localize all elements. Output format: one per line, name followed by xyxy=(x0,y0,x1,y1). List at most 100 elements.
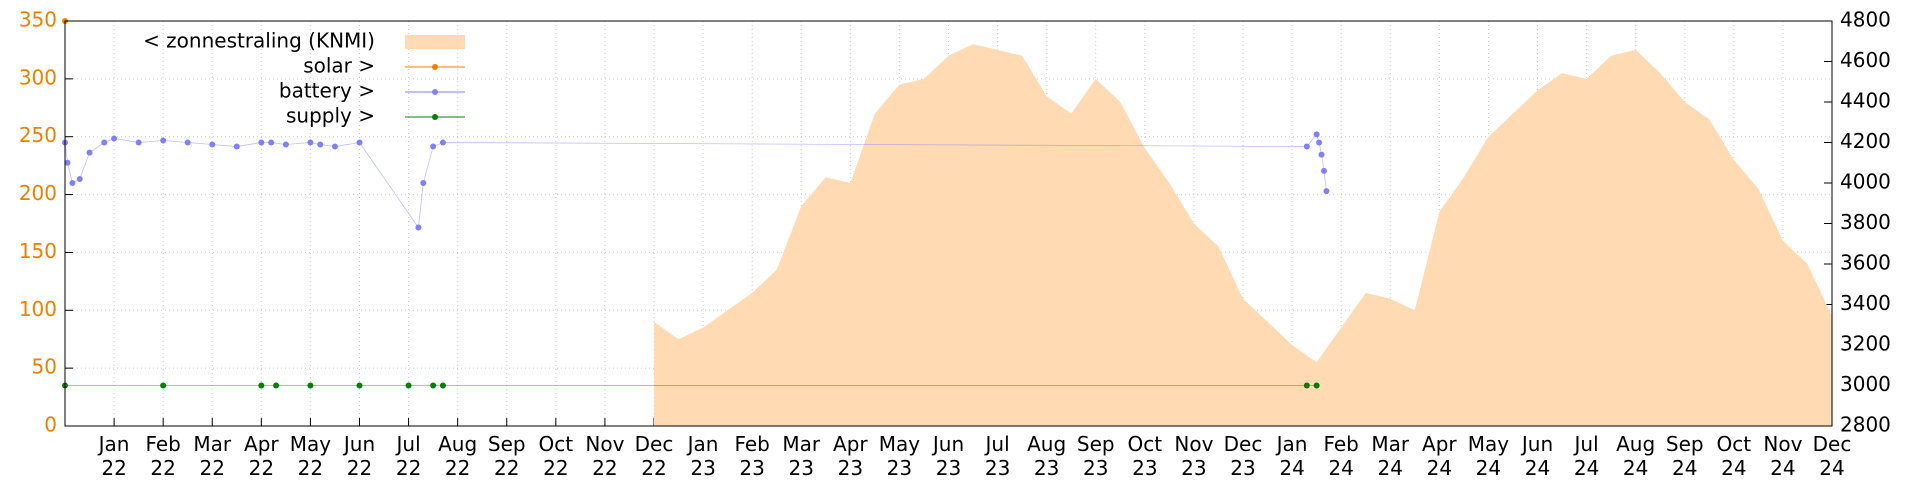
x-tick-label: Aug 24 xyxy=(1616,432,1656,480)
point xyxy=(317,141,324,148)
x-tick-label: Apr 23 xyxy=(833,432,868,480)
point xyxy=(1313,382,1320,389)
x-tick-label: May 22 xyxy=(289,432,332,480)
legend-label: solar > xyxy=(303,54,375,78)
y-tick-label: 100 xyxy=(19,297,57,321)
point xyxy=(356,139,363,146)
point xyxy=(76,175,83,182)
point xyxy=(135,139,142,146)
y2-tick-label: 3600 xyxy=(1840,251,1891,275)
y2-tick-label: 3200 xyxy=(1840,332,1891,356)
y-tick-label: 200 xyxy=(19,181,57,205)
legend-marker xyxy=(432,64,438,70)
x-tick-label: Feb 22 xyxy=(145,432,181,480)
y-tick-label: 250 xyxy=(19,123,57,147)
x-tick-label: Mar 24 xyxy=(1371,432,1410,480)
legend-label: supply > xyxy=(286,104,375,128)
x-tick-label: May 24 xyxy=(1467,432,1510,480)
x-tick-label: Jan 24 xyxy=(1276,432,1308,480)
y2-tick-label: 4000 xyxy=(1840,170,1891,194)
y2-tick-label: 2800 xyxy=(1840,413,1891,437)
point xyxy=(307,139,314,146)
y-tick-label: 50 xyxy=(32,355,57,379)
legend-marker xyxy=(432,114,438,120)
point xyxy=(439,382,446,389)
x-tick-label: Apr 22 xyxy=(244,432,279,480)
legend-label: battery > xyxy=(279,79,375,103)
point xyxy=(420,180,427,186)
point xyxy=(69,180,76,186)
point xyxy=(160,137,167,144)
point xyxy=(86,149,93,156)
x-tick-label: Sep 23 xyxy=(1076,432,1115,480)
x-tick-label: Dec 22 xyxy=(634,432,674,480)
point xyxy=(1320,167,1327,174)
x-tick-label: Aug 23 xyxy=(1027,432,1067,480)
point xyxy=(273,382,280,389)
x-tick-label: Jul 23 xyxy=(984,432,1011,480)
point xyxy=(111,135,118,142)
x-tick-label: Nov 23 xyxy=(1174,432,1214,480)
area xyxy=(654,44,1832,427)
y-tick-label: 0 xyxy=(44,413,57,437)
x-tick-label: Jan 22 xyxy=(98,432,130,480)
y-tick-label: 350 xyxy=(19,8,57,32)
x-tick-label: Feb 24 xyxy=(1323,432,1359,480)
point xyxy=(101,139,108,146)
x-tick-label: Jun 22 xyxy=(343,432,376,480)
point xyxy=(430,382,437,389)
point xyxy=(1303,143,1310,150)
point xyxy=(331,143,338,150)
y2-tick-label: 3400 xyxy=(1840,291,1891,315)
y2-tick-label: 4200 xyxy=(1840,129,1891,153)
y2-tick-label: 4400 xyxy=(1840,89,1891,113)
x-tick-label: Dec 23 xyxy=(1223,432,1263,480)
legend-swatch xyxy=(405,35,465,49)
x-tick-label: Jan 23 xyxy=(687,432,719,480)
point xyxy=(282,141,289,148)
point xyxy=(1318,151,1325,158)
x-tick-label: May 23 xyxy=(878,432,921,480)
point xyxy=(1313,131,1320,138)
x-tick-label: Mar 22 xyxy=(193,432,232,480)
y2-tick-label: 3000 xyxy=(1840,372,1891,396)
y2-tick-label: 4600 xyxy=(1840,48,1891,72)
x-tick-label: Mar 23 xyxy=(782,432,821,480)
point xyxy=(1316,139,1323,146)
point xyxy=(258,382,265,389)
x-tick-label: Jul 22 xyxy=(395,432,422,480)
point xyxy=(258,139,265,146)
legend-label: < zonnestraling (KNMI) xyxy=(143,29,375,53)
point xyxy=(268,139,275,146)
x-tick-label: Apr 24 xyxy=(1422,432,1457,480)
point xyxy=(184,139,191,146)
y-tick-label: 300 xyxy=(19,65,57,89)
point xyxy=(160,382,167,389)
point xyxy=(439,139,446,146)
x-tick-label: Oct 22 xyxy=(538,432,574,480)
x-tick-label: Sep 22 xyxy=(487,432,526,480)
point xyxy=(356,382,363,389)
point xyxy=(1323,188,1330,195)
legend-marker xyxy=(432,89,438,95)
x-tick-label: Sep 24 xyxy=(1665,432,1704,480)
point xyxy=(430,143,437,150)
point xyxy=(405,382,412,389)
y2-tick-label: 3800 xyxy=(1840,210,1891,234)
y2-tick-label: 4800 xyxy=(1840,8,1891,32)
point xyxy=(415,224,422,231)
x-tick-label: Aug 22 xyxy=(438,432,478,480)
x-tick-label: Dec 24 xyxy=(1812,432,1852,480)
x-tick-label: Jul 24 xyxy=(1573,432,1600,480)
x-tick-label: Feb 23 xyxy=(734,432,770,480)
x-tick-label: Nov 22 xyxy=(585,432,625,480)
x-tick-label: Jun 24 xyxy=(1521,432,1554,480)
point xyxy=(209,141,216,148)
x-tick-label: Jun 23 xyxy=(932,432,965,480)
x-tick-label: Oct 24 xyxy=(1716,432,1752,480)
point xyxy=(1303,382,1310,389)
plot-frame xyxy=(64,20,1833,427)
point xyxy=(64,159,71,166)
